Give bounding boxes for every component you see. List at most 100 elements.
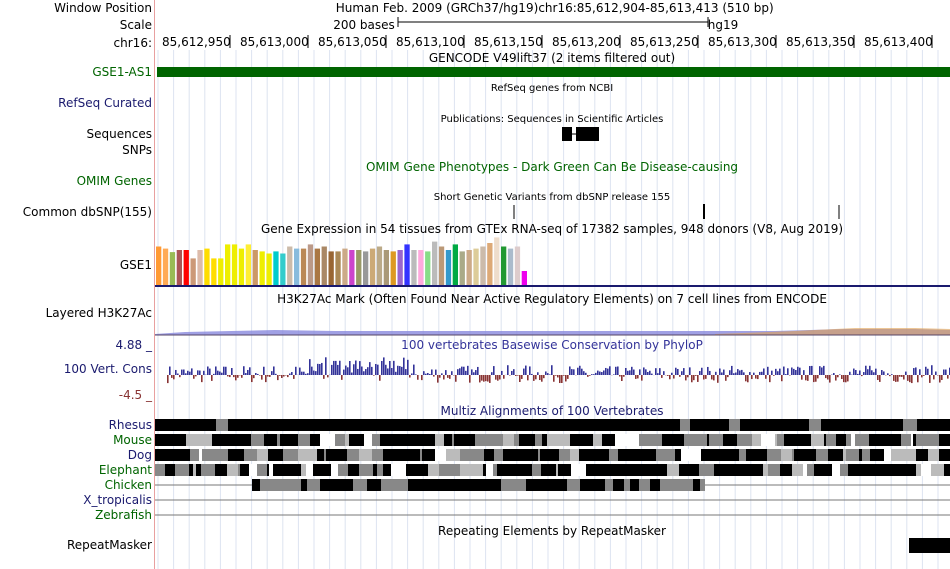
multiz-block bbox=[826, 434, 836, 446]
cons-bar bbox=[619, 375, 621, 377]
multiz-block bbox=[862, 449, 870, 461]
omim-label[interactable]: OMIM Genes bbox=[76, 174, 152, 188]
multiz-block bbox=[599, 464, 611, 476]
gencode-item-label[interactable]: GSE1-AS1 bbox=[92, 65, 152, 79]
multiz-block bbox=[196, 434, 198, 446]
multiz-block bbox=[626, 464, 639, 476]
species-chicken[interactable]: Chicken bbox=[104, 478, 152, 492]
cons-bar bbox=[875, 368, 877, 375]
cons-bar bbox=[307, 373, 309, 375]
cons-bar bbox=[201, 375, 203, 383]
multiz-block bbox=[435, 449, 446, 461]
publications-title: Publications: Sequences in Scientific Ar… bbox=[440, 114, 664, 125]
multiz-block bbox=[684, 434, 696, 446]
multiz-block bbox=[884, 434, 892, 446]
multiz-block bbox=[808, 449, 816, 461]
h3k27ac-label[interactable]: Layered H3K27Ac bbox=[45, 306, 152, 320]
multiz-block bbox=[511, 419, 516, 431]
cons-bar bbox=[769, 375, 771, 383]
db-label: hg19 bbox=[707, 18, 739, 32]
cons-bar bbox=[671, 372, 673, 375]
gencode-feature[interactable] bbox=[157, 67, 950, 77]
multiz-block bbox=[762, 449, 767, 461]
multiz-block bbox=[490, 419, 498, 431]
cons-bar bbox=[267, 375, 269, 377]
multiz-block bbox=[489, 434, 503, 446]
cons-bar bbox=[865, 365, 867, 375]
species-mouse[interactable]: Mouse bbox=[113, 433, 152, 447]
publications-label-sequences[interactable]: Sequences bbox=[86, 127, 152, 141]
multiz-block bbox=[359, 464, 373, 476]
cons-bar bbox=[465, 370, 467, 375]
ruler-coord: 85,613,200 bbox=[552, 35, 621, 49]
multiz-block bbox=[246, 434, 251, 446]
species-zebrafish[interactable]: Zebrafish bbox=[95, 508, 152, 522]
gtex-label[interactable]: GSE1 bbox=[119, 258, 152, 272]
cons-bar bbox=[395, 371, 397, 375]
cons-bar bbox=[345, 365, 347, 375]
cons-bar bbox=[379, 375, 381, 381]
cons-bar bbox=[275, 373, 277, 375]
cons-bar bbox=[765, 375, 767, 379]
gtex-bar bbox=[363, 251, 369, 285]
cons-bar bbox=[935, 371, 937, 375]
species-rhesus[interactable]: Rhesus bbox=[108, 418, 152, 432]
multiz-block bbox=[701, 449, 715, 461]
repeatmasker-label[interactable]: RepeatMasker bbox=[66, 538, 152, 552]
multiz-block bbox=[244, 449, 257, 461]
multiz-block bbox=[418, 464, 428, 476]
cons-bar bbox=[523, 368, 525, 375]
cons-bar bbox=[783, 366, 785, 375]
cons-bar bbox=[303, 371, 305, 375]
publication-feature[interactable] bbox=[562, 127, 572, 141]
refseq-label[interactable]: RefSeq Curated bbox=[58, 96, 152, 110]
cons-bar bbox=[945, 369, 947, 375]
cons-bar bbox=[349, 361, 351, 375]
multiz-block bbox=[257, 464, 267, 476]
cons-bar bbox=[929, 375, 931, 383]
publication-feature-2[interactable] bbox=[576, 127, 599, 141]
cons-bar bbox=[485, 375, 487, 382]
multiz-block bbox=[720, 449, 729, 461]
cons-bar bbox=[343, 369, 345, 375]
gtex-bar bbox=[287, 246, 293, 285]
multiz-block bbox=[830, 419, 834, 431]
cons-bar bbox=[413, 364, 415, 375]
dbsnp-label[interactable]: Common dbSNP(155) bbox=[22, 205, 152, 219]
cons-bar bbox=[569, 366, 571, 375]
multiz-block bbox=[186, 434, 196, 446]
multiz-block bbox=[340, 449, 344, 461]
gtex-bar bbox=[404, 244, 410, 285]
multiz-block bbox=[174, 434, 186, 446]
cons-bar bbox=[537, 372, 539, 375]
cons-bar bbox=[497, 375, 499, 381]
publications-label-snps[interactable]: SNPs bbox=[122, 143, 152, 157]
cons-bar bbox=[511, 370, 513, 375]
cons-bar bbox=[489, 375, 491, 383]
gtex-bar bbox=[356, 250, 362, 285]
multiz-block bbox=[175, 464, 189, 476]
cons-bar bbox=[351, 372, 353, 375]
cons-bar bbox=[643, 367, 645, 375]
cons-bar bbox=[807, 375, 809, 381]
cons-bar bbox=[187, 370, 189, 375]
gtex-bar bbox=[259, 251, 265, 285]
multiz-block bbox=[859, 419, 869, 431]
cons-bar bbox=[927, 368, 929, 375]
species-dog[interactable]: Dog bbox=[127, 448, 152, 462]
multiz-block bbox=[944, 464, 950, 476]
conservation-label[interactable]: 100 Vert. Cons bbox=[63, 362, 152, 376]
cons-bar bbox=[639, 369, 641, 375]
species-xtropicalis[interactable]: X_tropicalis bbox=[83, 493, 152, 507]
cons-bar bbox=[389, 360, 391, 375]
multiz-block bbox=[240, 464, 247, 476]
species-elephant[interactable]: Elephant bbox=[98, 463, 152, 477]
cons-bar bbox=[907, 375, 909, 381]
multiz-block bbox=[892, 434, 899, 446]
gtex-bar bbox=[273, 251, 279, 285]
cons-bar bbox=[467, 365, 469, 375]
repeat-feature[interactable] bbox=[909, 538, 950, 553]
cons-bar bbox=[241, 375, 243, 378]
gtex-bar bbox=[397, 250, 403, 285]
cons-bar bbox=[645, 369, 647, 375]
